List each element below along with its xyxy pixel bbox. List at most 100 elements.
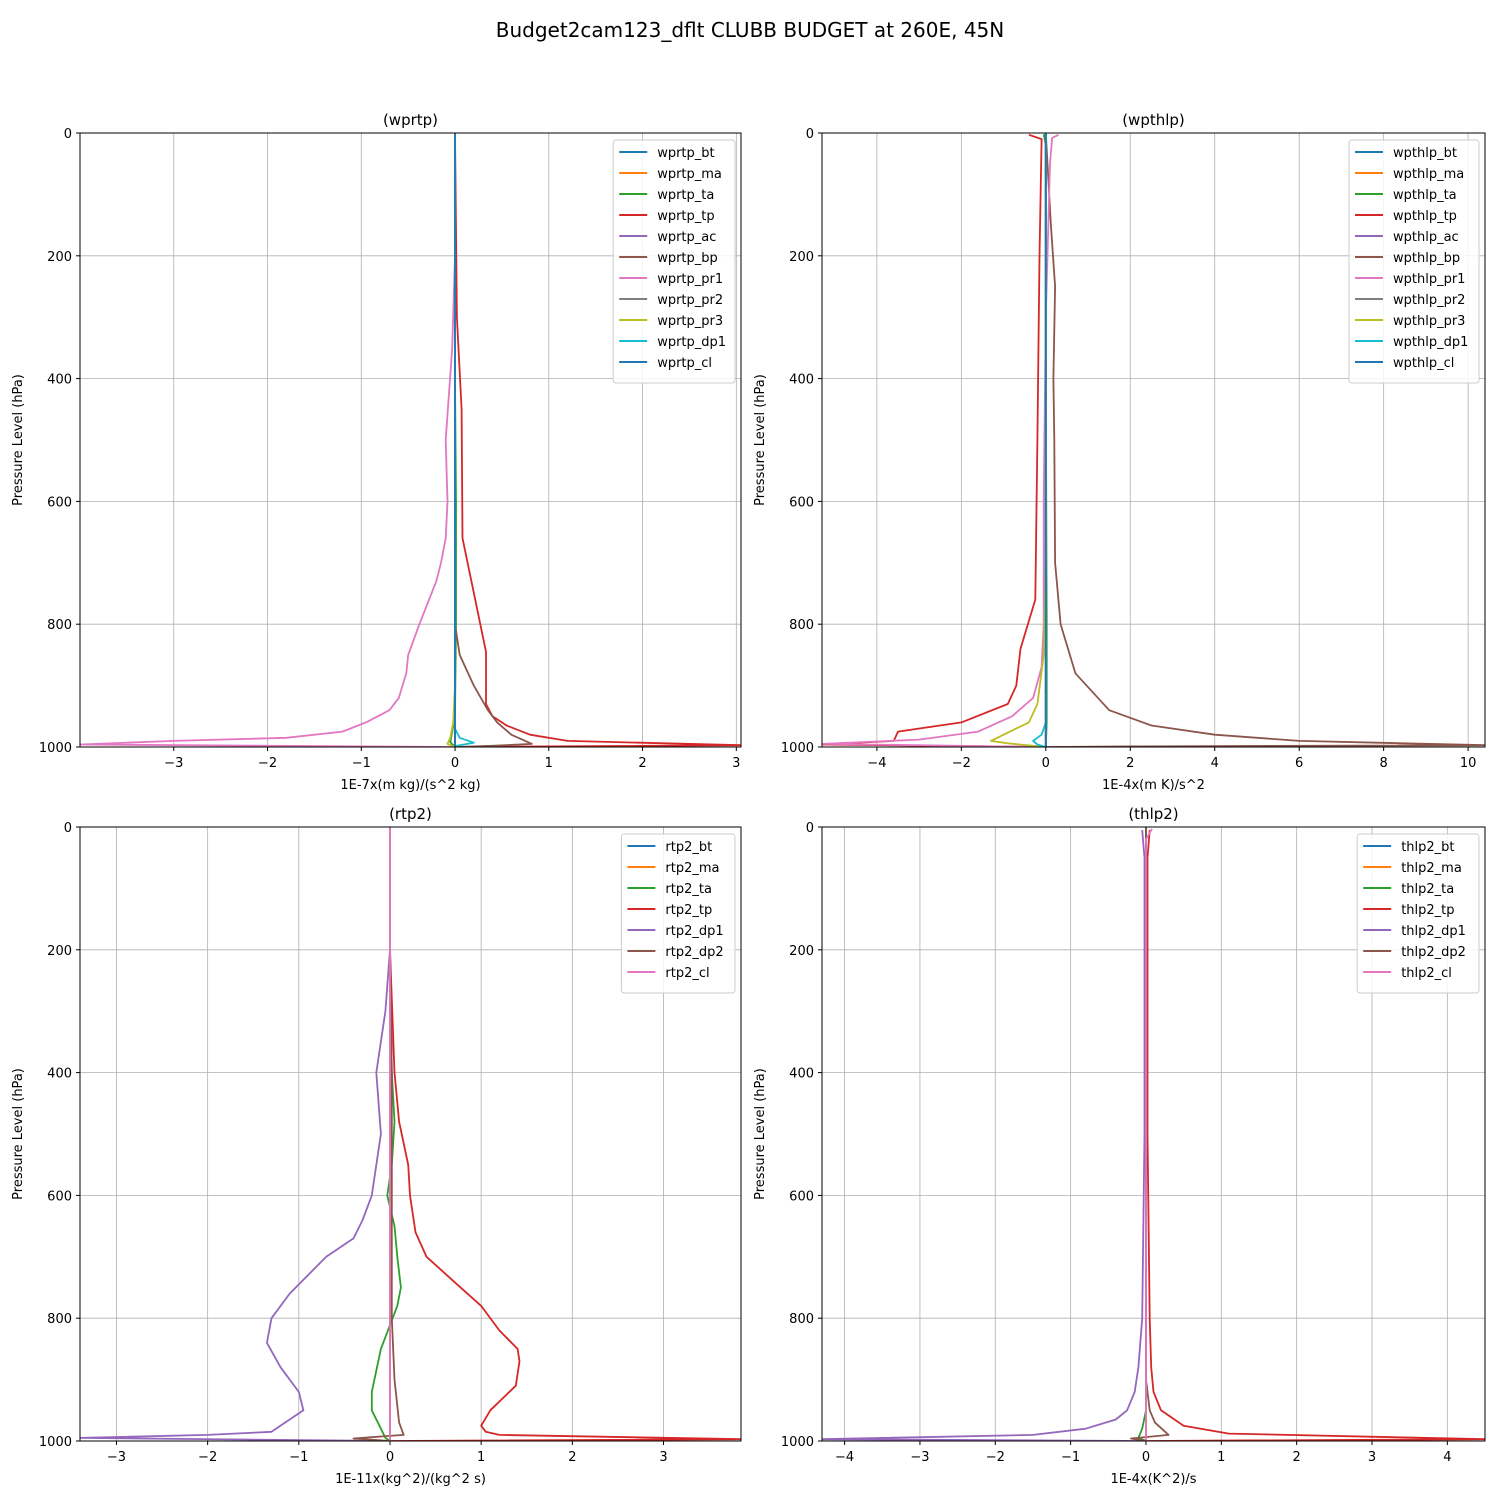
legend-label: wprtp_pr2: [657, 293, 723, 308]
y-tick-label: 1000: [781, 1435, 814, 1450]
x-axis-label: 1E-4x(K^2)/s: [1110, 1472, 1196, 1487]
legend-label: wpthlp_pr1: [1393, 272, 1465, 287]
legend-label: wpthlp_dp1: [1393, 335, 1468, 350]
legend-label: rtp2_cl: [665, 966, 709, 981]
x-tick-label: 1: [545, 756, 553, 771]
axes-frame: [821, 132, 1486, 748]
y-tick-label: 0: [64, 821, 72, 836]
x-tick-label: 0: [1142, 1450, 1150, 1465]
y-axis-label: Pressure Level (hPa): [753, 374, 768, 506]
y-tick-label: 0: [64, 127, 72, 142]
x-tick-label: 4: [1211, 756, 1219, 771]
legend-label: thlp2_dp2: [1401, 945, 1466, 960]
legend-label: wpthlp_cl: [1393, 356, 1454, 371]
x-tick-label: 0: [1042, 756, 1050, 771]
panel-thlp2: −4 −3 −2 −1 0 1 2 3 4 0 200 400 600 800 1000 (thlp2) 1E-…: [753, 805, 1486, 1487]
figure-title: Budget2cam123_dflt CLUBB BUDGET at 260E,…: [496, 18, 1004, 42]
axes-frame: [79, 132, 742, 748]
y-axis-label: Pressure Level (hPa): [11, 1068, 26, 1200]
y-tick-label: 0: [806, 127, 814, 142]
series-line-thlp2_dp1: [822, 830, 1147, 1441]
legend-label: wprtp_pr3: [657, 314, 723, 329]
y-tick-label: 1000: [781, 741, 814, 756]
y-tick-label: 1000: [39, 741, 72, 756]
legend-label: thlp2_dp1: [1401, 924, 1466, 939]
legend-label: rtp2_ta: [665, 882, 712, 897]
x-tick-label: 3: [732, 756, 740, 771]
legend-label: rtp2_bt: [665, 840, 712, 855]
series-group: [822, 133, 1485, 747]
series-line-wprtp_tp: [454, 133, 741, 747]
panel-title: (wpthlp): [1122, 111, 1185, 129]
x-tick-label: 1: [477, 1450, 485, 1465]
legend: thlp2_bt thlp2_ma thlp2_ta thlp2_tp thlp2_dp…: [1356, 833, 1480, 994]
legend-label: wprtp_bt: [657, 146, 714, 161]
legend-label: wpthlp_pr3: [1393, 314, 1465, 329]
series-group: [80, 133, 741, 747]
y-axis-label: Pressure Level (hPa): [753, 1068, 768, 1200]
series-line-thlp2_cl: [1145, 828, 1153, 1441]
panel-wpthlp: −4 −2 0 2 4 6 8 10 0 200 400 600 800 1000 (wpthlp) 1E-4…: [753, 111, 1486, 793]
x-tick-label: 4: [1443, 1450, 1451, 1465]
legend-label: rtp2_ma: [665, 861, 719, 876]
legend-label: wprtp_bp: [657, 251, 718, 266]
y-tick-label: 200: [789, 944, 814, 959]
legend-label: thlp2_cl: [1401, 966, 1452, 981]
legend-label: wpthlp_ta: [1393, 188, 1457, 203]
x-tick-label: −4: [835, 1450, 854, 1465]
x-tick-label: −3: [164, 756, 183, 771]
legend-box: [620, 833, 736, 994]
y-tick-label: 400: [47, 1067, 72, 1082]
y-tick-label: 600: [47, 495, 72, 510]
legend-box: [1356, 833, 1480, 994]
legend-label: wpthlp_ma: [1393, 167, 1464, 182]
series-line-rtp2_ta: [370, 949, 402, 1441]
legend-label: wprtp_ac: [657, 230, 716, 245]
legend-box: [1348, 139, 1480, 384]
legend-label: thlp2_tp: [1401, 903, 1454, 918]
x-tick-label: −1: [352, 756, 371, 771]
panel-wprtp: −3 −2 −1 0 1 2 3 0 200 400 600 800 1000 (wprtp) 1E-7x(…: [11, 111, 742, 793]
x-tick-label: 0: [451, 756, 459, 771]
x-tick-label: −2: [952, 756, 971, 771]
series-line-wpthlp_tp: [822, 133, 1046, 747]
y-tick-label: 1000: [39, 1435, 72, 1450]
x-tick-label: 2: [1126, 756, 1134, 771]
y-tick-label: 0: [806, 821, 814, 836]
series-group: [80, 827, 741, 1441]
legend-label: wprtp_dp1: [657, 335, 726, 350]
y-tick-label: 400: [789, 1067, 814, 1082]
x-tick-label: 6: [1295, 756, 1303, 771]
legend-label: rtp2_tp: [665, 903, 712, 918]
x-tick-label: −2: [198, 1450, 217, 1465]
series-line-wprtp_pr1: [80, 255, 456, 747]
axes-frame: [79, 826, 742, 1442]
y-tick-label: 800: [47, 618, 72, 633]
x-axis-label: 1E-11x(kg^2)/(kg^2 s): [335, 1472, 486, 1487]
x-tick-label: −2: [986, 1450, 1005, 1465]
y-tick-label: 200: [789, 250, 814, 265]
x-tick-label: 3: [1368, 1450, 1376, 1465]
y-tick-label: 600: [789, 1189, 814, 1204]
legend-label: thlp2_ta: [1401, 882, 1454, 897]
series-group: [822, 827, 1485, 1441]
legend-label: wpthlp_bt: [1393, 146, 1457, 161]
legend-label: wpthlp_pr2: [1393, 293, 1465, 308]
x-tick-label: 0: [386, 1450, 394, 1465]
panel-rtp2: −3 −2 −1 0 1 2 3 0 200 400 600 800 1000 (rtp2) 1E-11x(…: [11, 805, 742, 1487]
legend-label: thlp2_ma: [1401, 861, 1462, 876]
legend-label: wpthlp_ac: [1393, 230, 1459, 245]
x-axis-label: 1E-7x(m kg)/(s^2 kg): [340, 778, 480, 793]
legend: rtp2_bt rtp2_ma rtp2_ta rtp2_tp rtp2_dp1 rtp2…: [620, 833, 736, 994]
y-axis-label: Pressure Level (hPa): [11, 374, 26, 506]
y-tick-label: 200: [47, 250, 72, 265]
x-tick-label: −1: [289, 1450, 308, 1465]
x-tick-label: 1: [1217, 1450, 1225, 1465]
panel-title: (rtp2): [389, 805, 432, 823]
legend-label: wprtp_ta: [657, 188, 714, 203]
axes-frame: [821, 826, 1486, 1442]
series-line-wpthlp_pr1: [822, 133, 1059, 747]
legend-label: rtp2_dp1: [665, 924, 723, 939]
legend-label: wprtp_ma: [657, 167, 722, 182]
